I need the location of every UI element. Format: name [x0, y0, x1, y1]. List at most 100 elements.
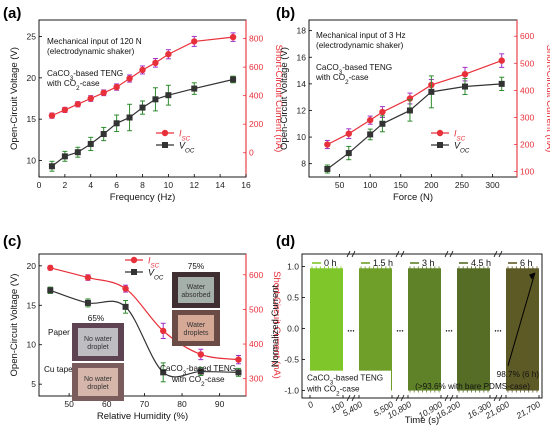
annotation-part: -based TENG [73, 69, 123, 78]
absorbed-photo-label: Water [187, 284, 206, 291]
panel-label: (a) [3, 5, 21, 22]
annotation-part: -based TENG [333, 374, 383, 383]
annotation-part: 3 [339, 69, 343, 76]
y-left-tick-label: 15 [27, 300, 37, 310]
x-tick-label: 12 [190, 180, 200, 190]
y-left-tick-label: 10 [27, 155, 37, 165]
y-left-tick-label: 16 [297, 52, 307, 62]
annotation-bg [305, 370, 391, 395]
y-left-tick-label: 8 [301, 159, 306, 169]
annotation-part: CaCO [307, 374, 330, 383]
x-tick-label: 5,400 [341, 399, 365, 418]
data-point [461, 70, 469, 78]
data-point [379, 108, 386, 116]
legend-label: 6 h [520, 258, 533, 268]
annotation: with CO2-case [315, 73, 369, 86]
legend-marker [162, 142, 168, 148]
legend-label: ISC [454, 129, 466, 143]
annotation: CaCO3-based TENG [160, 364, 236, 377]
legend-label-part: I [454, 129, 457, 139]
axis-break [395, 394, 400, 402]
data-point [139, 66, 146, 74]
y-right-axis-title: Short-Circuit Current (nA) [544, 45, 550, 153]
legend-label: VOC [148, 268, 164, 282]
panel-2: (c) 50 60 70 80 90 5 10 15 20 300 400 500 600 Relative… [3, 233, 282, 422]
data-point [498, 80, 505, 87]
legend-label: 4.5 h [471, 258, 491, 268]
paper-photo-sample [78, 328, 118, 356]
y-left-tick-label: 18 [297, 26, 307, 36]
legend-label-part: SC [151, 262, 160, 269]
axis-break [493, 250, 498, 258]
x-tick-label: 50 [64, 399, 74, 409]
legend-label: 0 h [324, 258, 337, 268]
cu-photo-label: droplet [87, 384, 108, 391]
legend-label: VOC [179, 141, 195, 155]
data-point [191, 85, 198, 92]
axis-break [498, 394, 503, 402]
panel-label: (b) [276, 5, 295, 22]
annotation-part: 3 [183, 370, 187, 377]
x-tick-label: 150 [394, 180, 408, 190]
y-right-tick-label: 100 [520, 167, 534, 177]
axis-break [444, 250, 449, 258]
annotation: with CO2-case [306, 385, 360, 398]
legend-label-part: V [179, 141, 186, 151]
x-tick-label: 0 [306, 399, 315, 410]
y-tick-label: 1.0 [287, 261, 299, 271]
annotation: 98.7% (6 h) [497, 370, 540, 379]
axis-break [498, 250, 503, 258]
y-left-tick-label: 20 [27, 261, 37, 271]
x-tick-label: 14 [215, 180, 225, 190]
y-right-axis-title: Short-Circuit Current (nA) [271, 271, 282, 379]
trend-arrow-head [529, 272, 535, 280]
signal-fill [408, 268, 441, 391]
y-tick-label: -1.0 [284, 386, 299, 396]
data-point [84, 274, 92, 281]
x-tick-label: 70 [140, 399, 150, 409]
y-left-tick-label: 12 [297, 105, 307, 115]
absorbed-photo-label: absorbed [181, 292, 210, 299]
legend-marker [161, 129, 169, 137]
x-tick-label: 200 [424, 180, 438, 190]
droplets-photo-sample [178, 315, 214, 341]
signal-fill [310, 268, 343, 391]
data-point [165, 92, 172, 99]
y-axis-title: Normalized Current [270, 284, 281, 367]
y-right-tick-label: 0 [249, 148, 254, 158]
y-right-axis-title: Short-Circuit Current (nA) [273, 45, 284, 153]
data-point [229, 33, 237, 41]
y-right-tick-label: 500 [520, 58, 534, 68]
series-VOC [48, 75, 237, 172]
x-tick-label: 2 [63, 180, 68, 190]
y-right-tick-label: 600 [249, 62, 263, 72]
trend-arrow [507, 272, 536, 366]
x-axis-title: Force (N) [393, 192, 433, 203]
signal-fill [457, 268, 490, 391]
y-right-tick-label: 300 [520, 112, 534, 122]
data-point [230, 76, 237, 83]
y-left-tick-label: 10 [27, 340, 37, 350]
legend-label-part: OC [185, 147, 195, 154]
x-tick-label: 250 [455, 180, 469, 190]
data-point [152, 59, 159, 67]
y-left-tick-label: 14 [297, 79, 307, 89]
annotation-part: 2 [201, 381, 205, 388]
annotation-part: -case [80, 79, 100, 88]
legend-label: VOC [454, 141, 470, 155]
data-point [406, 107, 413, 114]
legend-label-part: SC [182, 135, 191, 142]
y-left-axis-title: Open-Circuit Voltage (V) [9, 47, 20, 150]
data-point [126, 75, 133, 82]
data-point [191, 38, 198, 45]
axis-break [493, 394, 498, 402]
cu-photo-label: No water [84, 376, 113, 383]
series-ISC [48, 32, 237, 119]
annotation-part: -case [349, 73, 369, 82]
annotation: with CO2-case [171, 375, 225, 388]
series-line [327, 60, 502, 146]
signal-block: 1.5 h5,400 5,500... [341, 250, 405, 418]
